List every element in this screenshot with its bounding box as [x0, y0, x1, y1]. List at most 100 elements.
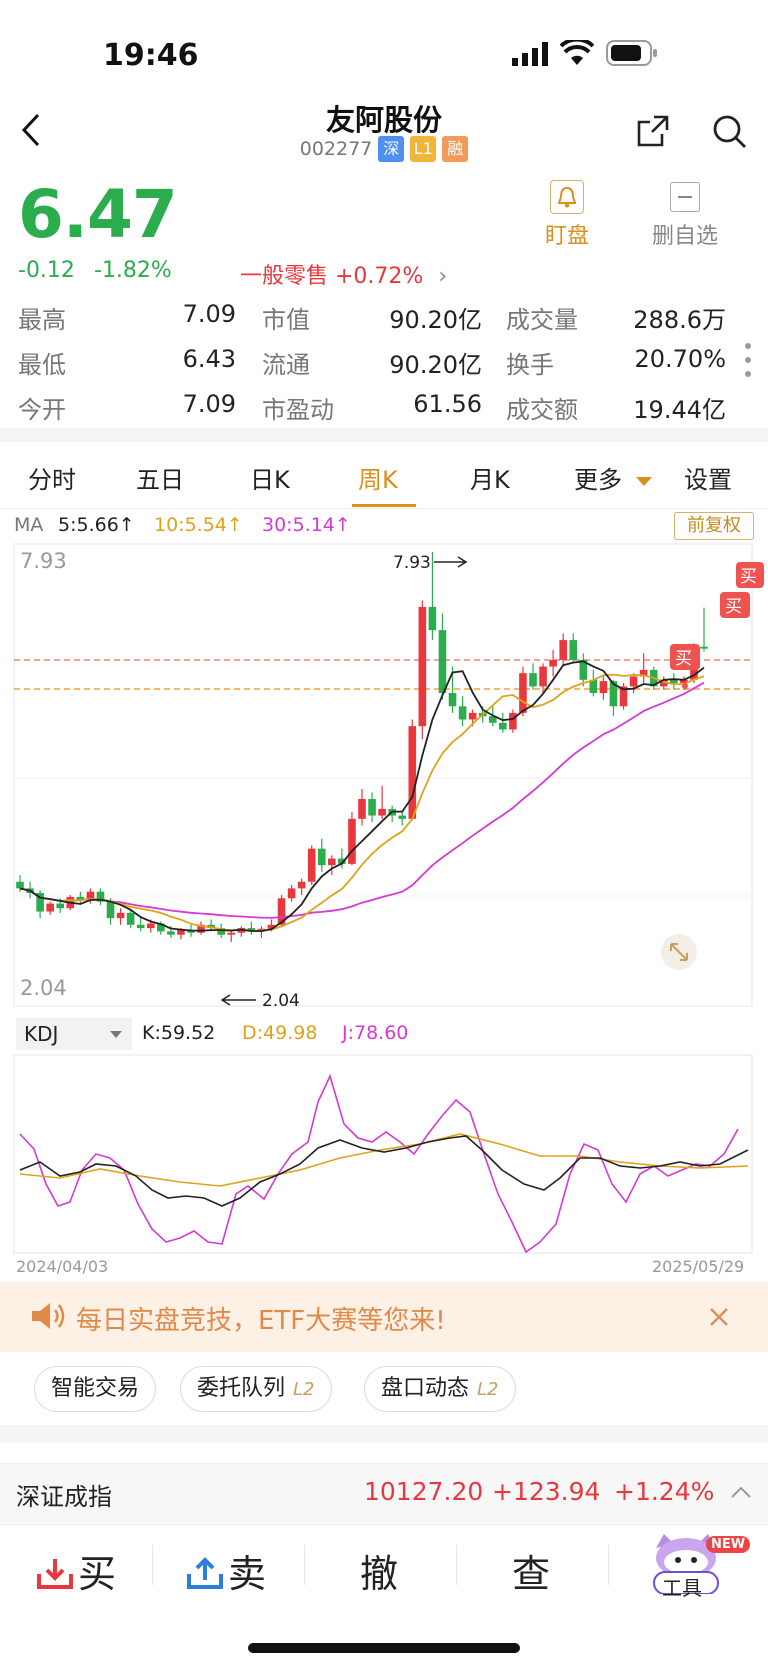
- chart-min-label: 2.04: [20, 976, 67, 1000]
- stat-value-open: 7.09: [182, 390, 236, 418]
- candle: [448, 693, 457, 707]
- tab-five-day[interactable]: 五日: [136, 466, 184, 494]
- back-icon[interactable]: [20, 112, 42, 152]
- tools-button[interactable]: 工具 NEW: [644, 1528, 751, 1608]
- download-icon: [36, 1555, 74, 1599]
- promo-banner[interactable]: [0, 1282, 768, 1352]
- candle: [589, 679, 598, 694]
- close-icon[interactable]: [708, 1306, 730, 1332]
- query-button[interactable]: 查: [512, 1552, 551, 1596]
- high-marker-label: 7.93: [393, 553, 431, 573]
- sell-button[interactable]: 卖: [186, 1543, 266, 1599]
- candle: [408, 726, 417, 819]
- cancel-button[interactable]: 撤: [360, 1552, 399, 1596]
- sector-link[interactable]: 一般零售 +0.72% ›: [240, 258, 447, 290]
- stat-label-pe: 市盈动: [262, 396, 334, 424]
- candle: [297, 881, 306, 889]
- smart-trade-button[interactable]: 智能交易: [34, 1366, 157, 1412]
- kdj-j-value: J:78.60: [342, 1022, 409, 1044]
- candle: [116, 912, 125, 919]
- stock-code-row: 002277 深 L1 融: [0, 136, 768, 162]
- tab-divider: [0, 508, 768, 509]
- sell-label: 卖: [228, 1552, 267, 1596]
- candle: [438, 630, 447, 694]
- tools-label: 工具: [662, 1576, 702, 1600]
- candle: [86, 891, 95, 900]
- candle: [619, 686, 628, 707]
- candle: [36, 893, 44, 912]
- chart-max-label: 7.93: [20, 549, 67, 573]
- kdj-chart[interactable]: [0, 1054, 768, 1254]
- order-queue-button[interactable]: 委托队列 L2: [180, 1366, 332, 1412]
- buy-signal[interactable]: 买: [720, 592, 750, 618]
- stat-value-high: 7.09: [182, 300, 236, 328]
- buy-signal[interactable]: 买: [736, 562, 764, 588]
- stock-name: 友阿股份: [325, 103, 442, 137]
- divider: [304, 1545, 305, 1585]
- stat-label-amount: 成交额: [506, 396, 578, 424]
- stat-value-amount: 19.44亿: [633, 396, 726, 424]
- divider: [608, 1545, 609, 1585]
- stat-label-volume: 成交量: [506, 306, 578, 334]
- current-price: 6.47: [18, 176, 178, 253]
- chart-frame: [13, 543, 753, 1007]
- candle: [187, 930, 195, 933]
- candle: [680, 679, 688, 684]
- kdj-d-value: D:49.98: [242, 1022, 318, 1044]
- search-icon[interactable]: [712, 114, 748, 154]
- pill-label: 智能交易: [51, 1376, 140, 1401]
- indicator-selector[interactable]: KDJ: [16, 1018, 132, 1050]
- candle: [287, 888, 296, 899]
- buy-button[interactable]: 买: [36, 1543, 116, 1599]
- indicator-label: KDJ: [24, 1022, 59, 1046]
- candle: [76, 896, 85, 900]
- candle: [157, 923, 165, 932]
- expand-icon[interactable]: [661, 934, 697, 970]
- active-tab-indicator: [352, 504, 416, 507]
- remove-label: 删自选: [652, 224, 719, 249]
- candle: [398, 815, 407, 819]
- index-name: 深证成指: [16, 1483, 112, 1511]
- buy-signal[interactable]: 买: [670, 644, 700, 689]
- ma10-line: [19, 673, 705, 932]
- banner-text[interactable]: 每日实盘竞技，ETF大赛等您来!: [76, 1306, 446, 1336]
- candle: [96, 891, 105, 902]
- wifi-icon: [559, 37, 595, 70]
- price-change-pct: -1.82%: [94, 258, 172, 283]
- watch-button[interactable]: 盯盘: [545, 180, 589, 250]
- more-dots-icon[interactable]: [744, 342, 752, 382]
- signal-icon: [512, 42, 550, 70]
- minus-icon: [670, 182, 700, 212]
- tab-weekly-k[interactable]: 周K: [358, 466, 398, 494]
- kdj-j-line: [19, 1073, 739, 1254]
- candle: [579, 659, 588, 680]
- candle: [177, 930, 185, 935]
- remove-watchlist-button[interactable]: 删自选: [652, 180, 718, 250]
- low-marker-arrow: [220, 994, 256, 1006]
- candle: [599, 681, 608, 694]
- candle: [629, 676, 638, 687]
- tab-daily-k[interactable]: 日K: [250, 466, 290, 494]
- candle: [348, 818, 356, 864]
- candle: [46, 903, 54, 912]
- candle: [700, 646, 708, 649]
- ma5-value: 5:5.66↑: [58, 514, 135, 536]
- chevron-up-icon[interactable]: [730, 1484, 752, 1503]
- order-dynamics-button[interactable]: 盘口动态 L2: [364, 1366, 516, 1412]
- candle: [559, 640, 567, 660]
- share-icon[interactable]: [636, 114, 670, 152]
- tab-more[interactable]: 更多: [574, 460, 652, 495]
- bell-icon: [550, 180, 584, 214]
- candle: [468, 712, 477, 720]
- market-tag: 深: [378, 136, 405, 162]
- candle: [277, 898, 286, 925]
- tab-settings[interactable]: 设置: [684, 466, 732, 494]
- candlestick-chart[interactable]: 7.93 2.04 7.93 2.04 买 买 买: [0, 540, 768, 1010]
- candle: [167, 931, 175, 935]
- index-ticker[interactable]: [0, 1463, 768, 1523]
- adjust-button[interactable]: 前复权: [674, 512, 754, 540]
- tab-monthly-k[interactable]: 月K: [470, 466, 510, 494]
- tab-intraday[interactable]: 分时: [28, 466, 76, 494]
- kdj-k-value: K:59.52: [142, 1022, 216, 1044]
- high-marker-arrow: [434, 556, 468, 568]
